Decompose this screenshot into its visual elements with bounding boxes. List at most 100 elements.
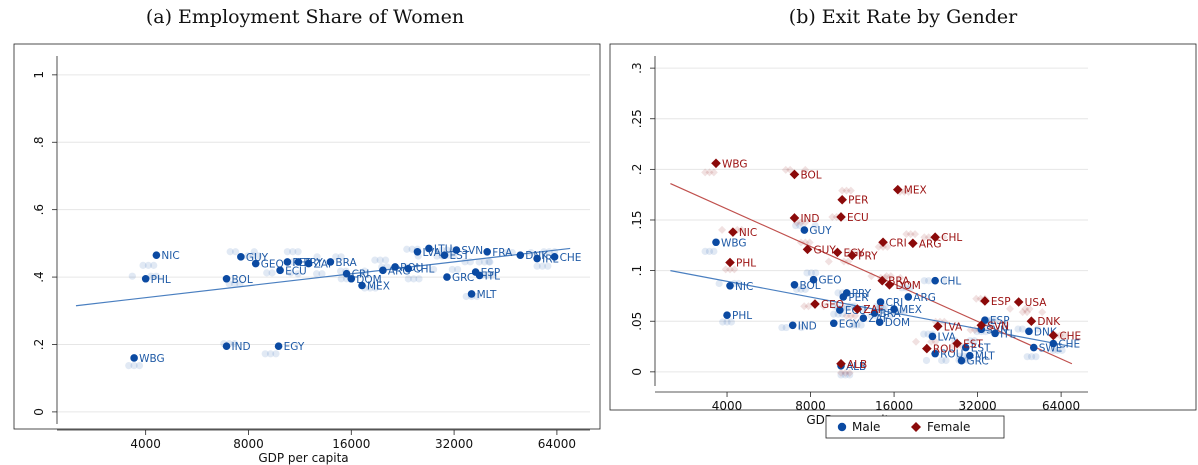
female-label-mex: MEX (904, 185, 927, 197)
background-marker (970, 337, 979, 345)
data-point-pry (294, 258, 303, 266)
x-tick-label: 4000 (712, 399, 743, 413)
background-marker (842, 304, 850, 312)
background-marker (920, 233, 929, 242)
background-marker (313, 270, 321, 278)
y-tick-label: .8 (32, 137, 46, 148)
female-label-esp: ESP (991, 296, 1011, 308)
chart-panel-a: 0 .2 .4 .6 .8 1 4000 8000 16000 32000 64000 GDP per… (13, 43, 601, 465)
background-marker (1049, 346, 1057, 354)
male-point-bra (870, 309, 879, 317)
male-point-chl (931, 276, 939, 285)
background-marker (819, 302, 828, 311)
male-label-rou: ROU (940, 349, 963, 361)
data-point-rou (391, 263, 399, 271)
background-marker (433, 252, 441, 260)
background-marker (782, 323, 790, 332)
background-marker (896, 307, 905, 315)
background-marker (139, 261, 147, 269)
background-marker (130, 362, 138, 370)
background-marker (705, 247, 714, 255)
female-point-usa (1013, 297, 1024, 307)
background-marker (846, 371, 854, 379)
data-point-dom (347, 274, 356, 283)
female-label-nic: NIC (739, 227, 757, 239)
background-marker (128, 272, 136, 280)
data-point-arg (379, 266, 387, 275)
point-label-guy: GUY (246, 252, 269, 264)
data-point-ind (222, 342, 231, 350)
background-marker (830, 310, 838, 318)
background-marker (797, 323, 806, 332)
chart-panel-b: 0 .05 .1 .15 .2 .25 .3 4000 8000 16000 32000 64000 G… (609, 43, 1197, 439)
data-point-bol (222, 274, 231, 283)
data-point-ecu (276, 266, 284, 275)
male-point-nic (726, 281, 734, 290)
background-marker (230, 280, 239, 288)
y-tick-label: .25 (630, 109, 644, 128)
background-marker (404, 275, 412, 283)
background-marker (337, 267, 345, 275)
point-label-wbg: WBG (139, 353, 165, 365)
female-point-guy (802, 244, 813, 255)
female-label-zaf: ZAF (863, 304, 883, 316)
background-marker (1032, 353, 1040, 361)
point-label-egy: EGY (284, 341, 305, 353)
background-marker (337, 275, 345, 283)
y-tick-label: .2 (32, 339, 46, 350)
y-tick-label: 0 (32, 408, 46, 416)
male-point-guy (800, 226, 809, 234)
female-point-rou (922, 343, 932, 354)
background-marker (545, 248, 553, 256)
male-label-pry: PRY (852, 288, 872, 300)
male-label-nic: NIC (735, 281, 753, 293)
background-marker (483, 271, 492, 279)
y-tick-label: .15 (630, 210, 644, 229)
background-marker (807, 269, 815, 277)
data-point-cri (342, 269, 351, 278)
y-tick-label: 1 (32, 71, 46, 79)
background-marker (230, 340, 239, 348)
background-marker (710, 247, 718, 255)
background-marker (150, 261, 158, 269)
data-point-che (550, 253, 559, 261)
background-marker (294, 270, 302, 278)
point-label-svn: SVN (461, 245, 483, 257)
y-tick-label: .4 (32, 271, 46, 282)
background-marker (797, 285, 805, 293)
background-marker (489, 271, 497, 279)
male-point-esp (981, 316, 989, 325)
male-label-cri: CRI (886, 297, 904, 309)
female-label-ecu: ECU (847, 212, 869, 224)
female-point-pry (847, 250, 857, 261)
background-marker (883, 242, 892, 251)
background-marker (837, 368, 846, 377)
background-marker (475, 258, 483, 266)
background-marker (801, 165, 810, 174)
background-marker (250, 248, 258, 256)
background-marker (851, 311, 860, 320)
female-label-lva: LVA (944, 321, 963, 333)
point-label-mlt: MLT (477, 289, 497, 301)
male-point-grc (957, 356, 966, 365)
background-marker (371, 284, 379, 292)
background-marker (737, 225, 746, 234)
point-label-nic: NIC (161, 250, 179, 262)
panel-frame (609, 43, 1197, 411)
background-marker (834, 289, 842, 297)
female-point-bol (789, 169, 800, 180)
data-point-per (283, 258, 292, 266)
male-point-swe (1029, 343, 1038, 352)
background-marker (730, 265, 739, 274)
female-point-nic (728, 227, 738, 237)
male-label-wbg: WBG (721, 237, 747, 249)
male-label-mlt: MLT (975, 351, 995, 363)
background-marker (226, 248, 234, 256)
point-label-phl: PHL (151, 274, 171, 286)
female-label-pry: PRY (858, 250, 878, 262)
background-marker (1058, 346, 1066, 354)
background-marker (723, 318, 731, 326)
background-marker (940, 277, 948, 285)
background-marker (966, 337, 974, 345)
background-marker (922, 356, 931, 365)
